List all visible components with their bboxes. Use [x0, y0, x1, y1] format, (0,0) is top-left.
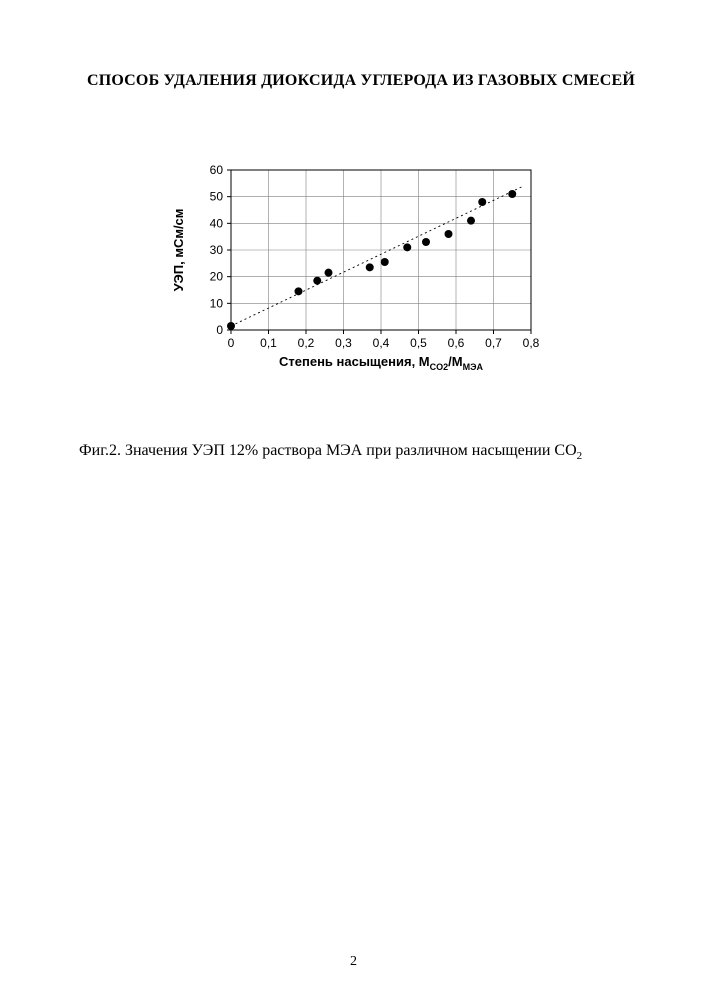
svg-text:0,2: 0,2 — [298, 336, 315, 350]
svg-text:50: 50 — [210, 189, 224, 203]
page-number: 2 — [0, 954, 707, 970]
svg-text:0,8: 0,8 — [523, 336, 540, 350]
figure-caption: Фиг.2. Значения УЭП 12% раствора МЭА при… — [75, 442, 647, 462]
page-title: СПОСОБ УДАЛЕНИЯ ДИОКСИДА УГЛЕРОДА ИЗ ГАЗ… — [75, 70, 647, 92]
svg-text:0,3: 0,3 — [335, 336, 352, 350]
svg-text:20: 20 — [210, 269, 224, 283]
svg-text:Степень насыщения, MCO2/ММЭА: Степень насыщения, MCO2/ММЭА — [279, 354, 483, 372]
svg-text:0,5: 0,5 — [410, 336, 427, 350]
page: { "title": "СПОСОБ УДАЛЕНИЯ ДИОКСИДА УГЛ… — [0, 0, 707, 1000]
svg-text:0,7: 0,7 — [485, 336, 502, 350]
svg-text:10: 10 — [210, 296, 224, 310]
svg-text:0: 0 — [228, 336, 235, 350]
svg-text:0: 0 — [216, 323, 223, 337]
caption-subscript: 2 — [577, 450, 583, 462]
svg-text:0,6: 0,6 — [448, 336, 465, 350]
caption-text: Фиг.2. Значения УЭП 12% раствора МЭА при… — [79, 442, 577, 459]
svg-text:30: 30 — [210, 243, 224, 257]
svg-text:УЭП, мСм/см: УЭП, мСм/см — [171, 208, 186, 291]
chart-container: 0 0,1 0,2 0,3 0,4 0,5 0,6 0,7 0,8 0 10 20 30 40 50 60 УЭ… — [161, 152, 561, 392]
svg-text:60: 60 — [210, 163, 224, 177]
svg-text:0,1: 0,1 — [260, 336, 277, 350]
svg-text:40: 40 — [210, 216, 224, 230]
svg-text:0,4: 0,4 — [373, 336, 390, 350]
scatter-chart: 0 0,1 0,2 0,3 0,4 0,5 0,6 0,7 0,8 0 10 20 30 40 50 60 УЭ… — [161, 152, 561, 387]
